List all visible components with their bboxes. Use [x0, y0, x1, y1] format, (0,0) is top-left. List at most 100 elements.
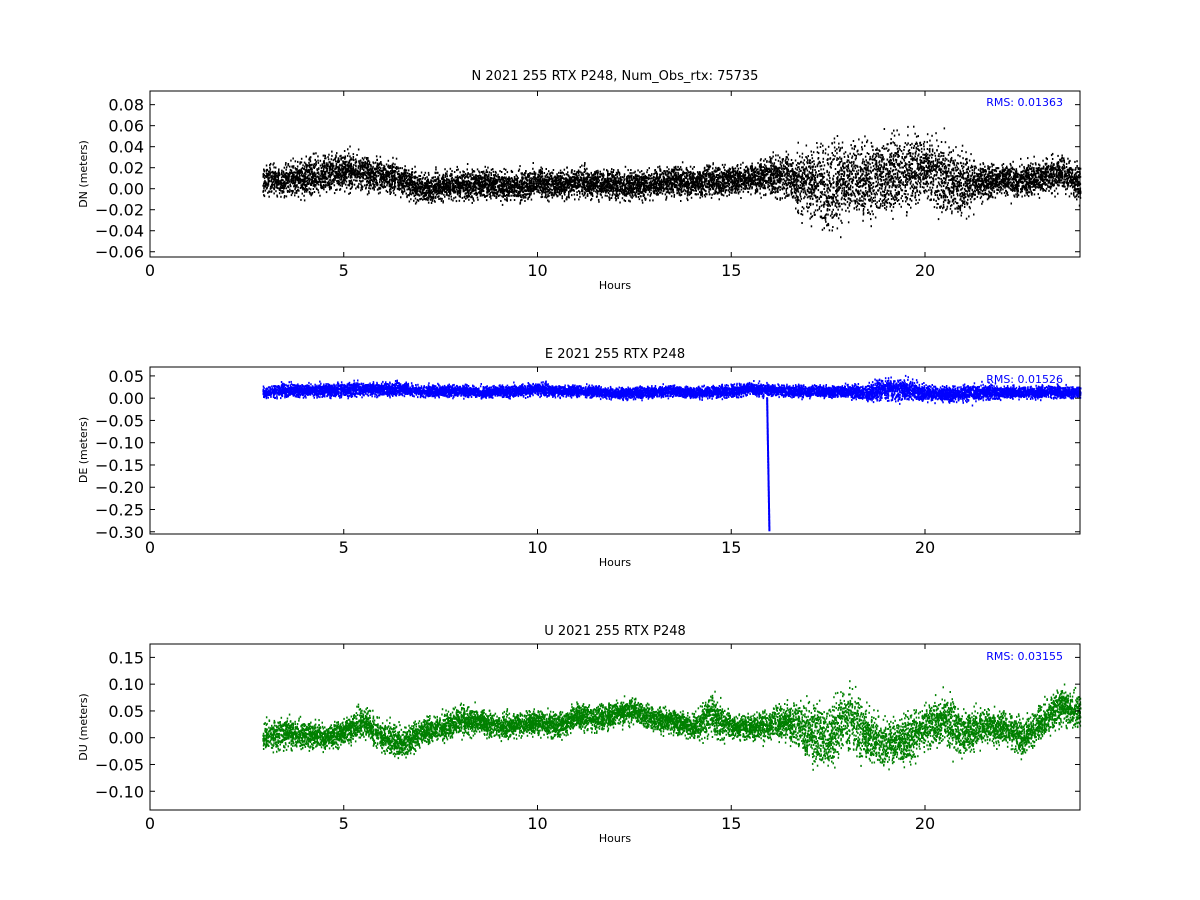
n-data-point [574, 194, 576, 196]
n-data-point [544, 172, 546, 174]
n-data-point [422, 196, 424, 198]
n-data-point [483, 171, 485, 173]
n-data-point [273, 184, 275, 186]
n-data-point [338, 173, 340, 175]
n-data-point [568, 182, 570, 184]
n-data-point [565, 182, 567, 184]
n-data-point [363, 177, 365, 179]
n-data-point [403, 183, 405, 185]
n-data-point [451, 198, 453, 200]
n-data-point [571, 194, 573, 196]
n-data-point [355, 180, 357, 182]
n-data-point [381, 177, 383, 179]
n-data-point [375, 162, 377, 164]
n-data-point [495, 174, 497, 176]
n-data-point [535, 180, 537, 182]
n-data-point [514, 193, 516, 195]
n-data-point [351, 183, 353, 185]
n-data-point [282, 179, 284, 181]
n-data-point [511, 189, 513, 191]
n-data-point [553, 188, 555, 190]
n-data-point [478, 180, 480, 182]
n-data-point [278, 188, 280, 190]
n-data-point [325, 186, 327, 188]
n-data-point [566, 188, 568, 190]
n-data-point [443, 185, 445, 187]
n-data-point [562, 197, 564, 199]
n-data-point [333, 170, 335, 172]
n-data-point [275, 190, 277, 192]
n-data-point [426, 180, 428, 182]
n-data-point [494, 177, 496, 179]
n-data-point [512, 171, 513, 173]
n-data-point [300, 181, 302, 183]
n-data-point [371, 179, 373, 181]
n-data-point [566, 167, 568, 169]
n-data-point [367, 171, 369, 173]
n-data-point [433, 181, 435, 183]
n-data-point [274, 174, 276, 176]
n-data-point [469, 195, 471, 197]
n-data-point [538, 189, 540, 191]
n-data-point [337, 177, 339, 179]
n-data-point [514, 189, 516, 191]
n-data-point [341, 176, 343, 178]
n-data-point [472, 169, 474, 171]
n-data-point [567, 174, 569, 176]
n-data-point [551, 194, 553, 196]
n-data-point [505, 169, 507, 171]
n-data-point [475, 181, 477, 183]
n-data-point [433, 194, 435, 196]
n-data-point [408, 183, 410, 185]
n-data-point [539, 180, 541, 182]
n-data-point [491, 188, 493, 190]
n-data-point [491, 191, 493, 193]
n-data-point [370, 176, 372, 178]
n-data-point [519, 187, 521, 189]
n-data-point [421, 198, 423, 200]
n-data-point [315, 179, 317, 181]
n-data-point [438, 186, 440, 188]
n-data-point [297, 189, 299, 191]
n-data-point [306, 156, 308, 158]
n-data-point [524, 174, 526, 176]
n-data-point [400, 179, 402, 181]
n-data-point [466, 183, 468, 185]
n-data-point [322, 181, 324, 183]
n-data-point [331, 151, 333, 153]
n-data-point [290, 169, 292, 171]
n-data-point [477, 188, 479, 190]
n-data-point [274, 172, 276, 174]
n-data-point [467, 187, 469, 189]
n-data-point [376, 159, 378, 161]
n-data-point [465, 193, 467, 195]
n-data-point [500, 188, 502, 190]
n-data-point [567, 179, 569, 181]
n-data-point [348, 176, 350, 178]
n-data-point [433, 198, 435, 200]
n-data-point [462, 197, 464, 199]
n-data-point [274, 178, 276, 180]
n-data-point [486, 176, 488, 178]
n-data-point [424, 174, 426, 176]
n-data-point [356, 176, 358, 178]
n-data-point [456, 200, 458, 202]
n-data-point [325, 175, 327, 177]
n-data-point [467, 163, 469, 165]
n-data-point [435, 196, 437, 198]
n-data-point [520, 180, 522, 182]
n-data-point [503, 193, 505, 195]
n-data-point [364, 162, 366, 164]
n-data-point [355, 158, 357, 160]
n-data-point [415, 192, 417, 194]
n-data-point [286, 182, 288, 184]
n-data-point [387, 166, 389, 168]
n-data-point [533, 162, 535, 164]
n-data-point [545, 192, 547, 194]
n-data-point [529, 189, 531, 191]
n-data-point [344, 191, 346, 193]
n-data-point [404, 177, 406, 179]
n-data-point [525, 170, 527, 172]
n-data-point [316, 161, 318, 163]
n-data-point [548, 186, 550, 188]
